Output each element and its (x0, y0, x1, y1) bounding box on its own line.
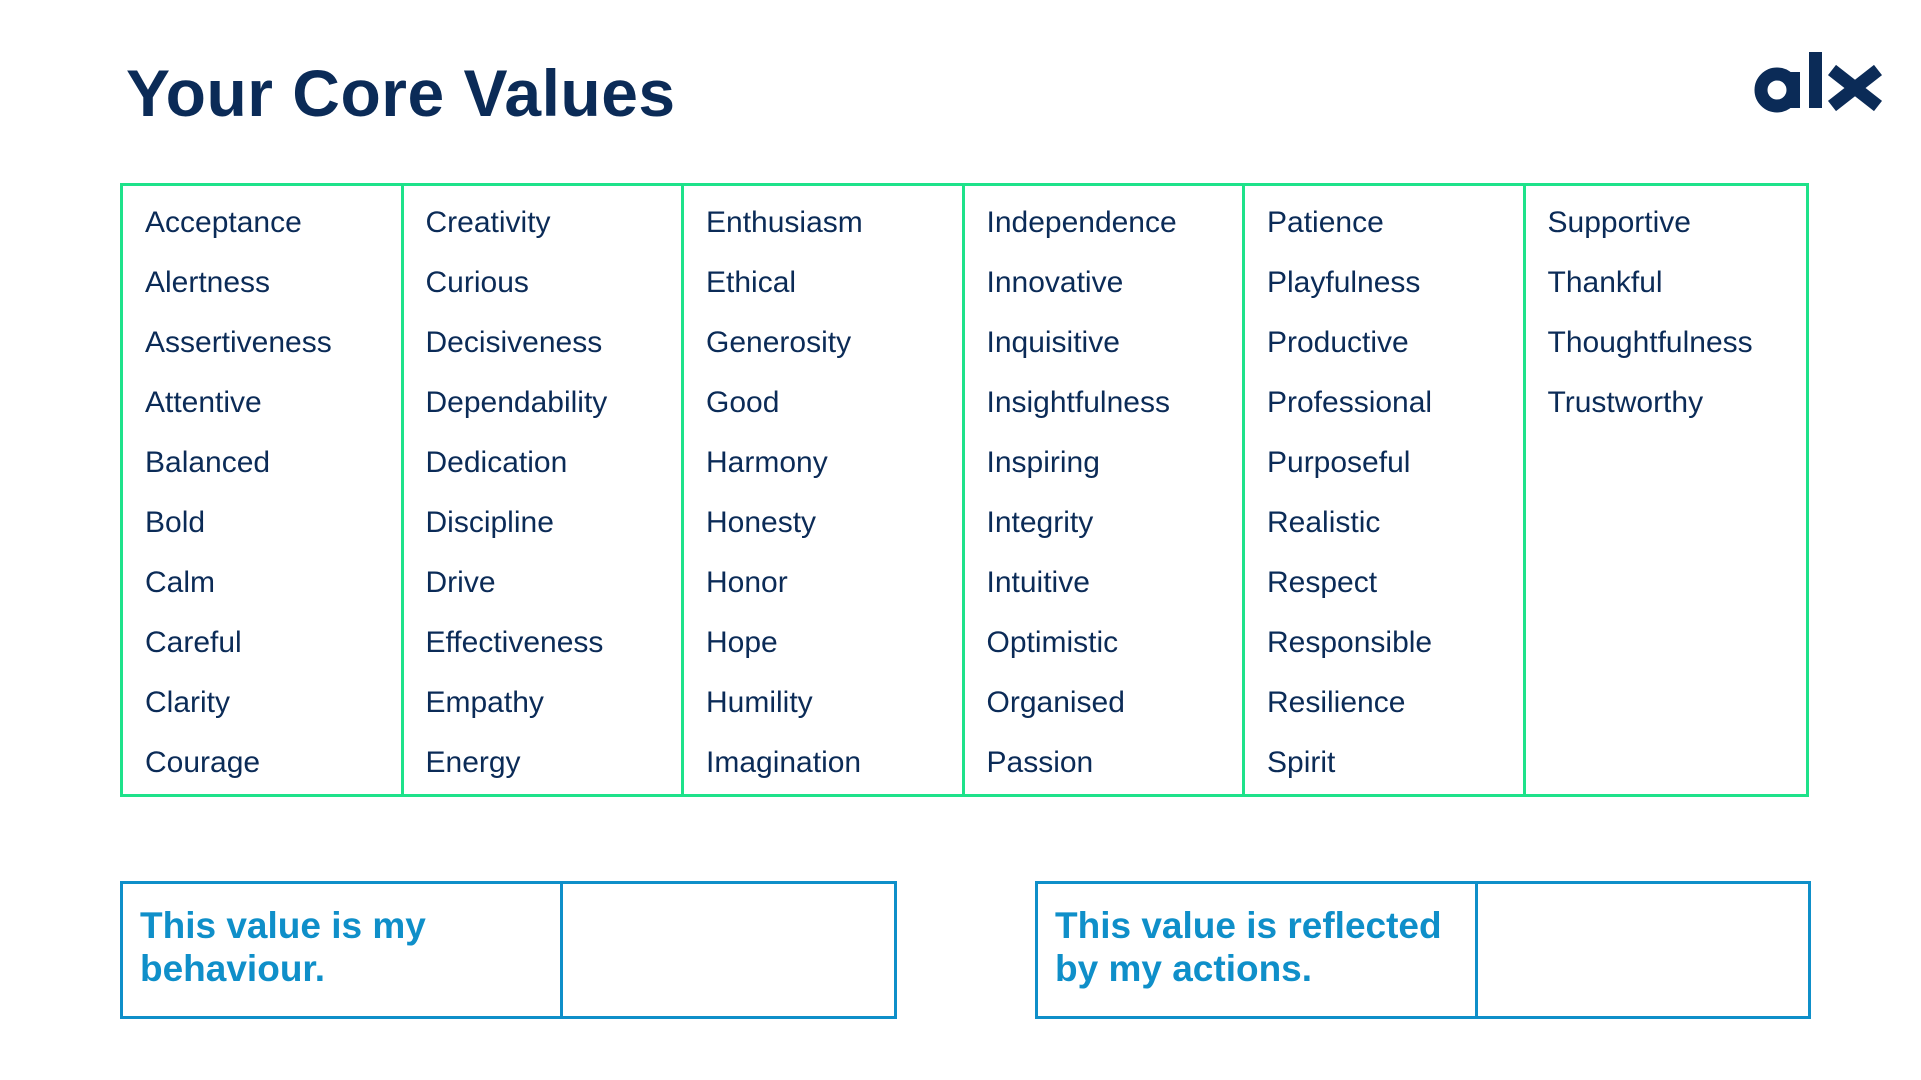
statement-answer-field[interactable] (563, 884, 894, 1016)
logo-letter-l (1809, 52, 1822, 108)
value-item: Thoughtfulness (1547, 326, 1753, 359)
values-column: Acceptance Alertness Assertiveness Atten… (123, 186, 404, 797)
core-values-grid: Acceptance Alertness Assertiveness Atten… (120, 183, 1809, 797)
logo-letter-x (1827, 64, 1883, 112)
value-item: Curious (425, 266, 529, 299)
value-item: Optimistic (986, 626, 1119, 659)
value-item: Generosity (706, 326, 852, 359)
values-column: Creativity Curious Decisiveness Dependab… (404, 186, 684, 797)
value-item: Decisiveness (425, 326, 603, 359)
value-item: Assertiveness (145, 326, 332, 359)
statement-answer-field[interactable] (1478, 884, 1808, 1016)
value-item: Enthusiasm (706, 206, 863, 239)
value-item: Playfulness (1267, 266, 1421, 299)
value-item: Discipline (425, 506, 554, 539)
value-item: Integrity (986, 506, 1094, 539)
value-item: Creativity (425, 206, 551, 239)
value-item: Inspiring (986, 446, 1100, 479)
value-item: Patience (1267, 206, 1384, 239)
value-item: Ethical (706, 266, 797, 299)
statement-label: This value is reflected by my actions. (1038, 884, 1478, 1016)
value-item: Honesty (706, 506, 817, 539)
value-item: Innovative (986, 266, 1124, 299)
values-column: Enthusiasm Ethical Generosity Good Harmo… (684, 186, 965, 797)
value-item: Harmony (706, 446, 828, 479)
value-item: Dependability (425, 386, 608, 419)
value-item: Organised (986, 686, 1125, 719)
value-item: Attentive (145, 386, 262, 419)
value-item: Acceptance (145, 206, 302, 239)
value-item: Passion (986, 746, 1094, 779)
value-item: Resilience (1267, 686, 1406, 719)
value-item: Realistic (1267, 506, 1381, 539)
value-item: Alertness (145, 266, 271, 299)
value-item: Humility (706, 686, 813, 719)
value-item: Independence (986, 206, 1177, 239)
value-item: Intuitive (986, 566, 1090, 599)
statement-box-behaviour: This value is my behaviour. (120, 881, 897, 1019)
value-item: Good (706, 386, 780, 419)
values-column: Independence Innovative Inquisitive Insi… (965, 186, 1245, 797)
value-item: Clarity (145, 686, 231, 719)
value-item: Energy (425, 746, 521, 779)
alx-logo-mark (1754, 52, 1883, 113)
value-item: Supportive (1547, 206, 1691, 239)
values-column: Supportive Thankful Thoughtfulness Trust… (1526, 186, 1807, 797)
values-column: Patience Playfulness Productive Professi… (1245, 186, 1526, 797)
value-item: Imagination (706, 746, 862, 779)
value-item: Spirit (1267, 746, 1336, 779)
value-item: Respect (1267, 566, 1378, 599)
logo-letter-a-stem (1787, 72, 1800, 108)
statement-label: This value is my behaviour. (123, 884, 563, 1016)
value-item: Thankful (1547, 266, 1663, 299)
value-item: Responsible (1267, 626, 1433, 659)
value-item: Purposeful (1267, 446, 1411, 479)
value-item: Professional (1267, 386, 1433, 419)
value-item: Insightfulness (986, 386, 1170, 419)
page-title: Your Core Values (126, 56, 676, 130)
value-item: Productive (1267, 326, 1409, 359)
value-item: Inquisitive (986, 326, 1120, 359)
value-item: Hope (706, 626, 778, 659)
value-item: Dedication (425, 446, 568, 479)
value-item: Balanced (145, 446, 271, 479)
value-item: Careful (145, 626, 242, 659)
value-item: Empathy (425, 686, 544, 719)
value-item: Honor (706, 566, 788, 599)
value-item: Calm (145, 566, 216, 599)
value-item: Effectiveness (425, 626, 604, 659)
value-item: Bold (145, 506, 206, 539)
value-item: Drive (425, 566, 496, 599)
statement-box-actions: This value is reflected by my actions. (1035, 881, 1811, 1019)
alx-logo (1754, 48, 1884, 118)
value-item: Courage (145, 746, 261, 779)
value-item: Trustworthy (1547, 386, 1704, 419)
